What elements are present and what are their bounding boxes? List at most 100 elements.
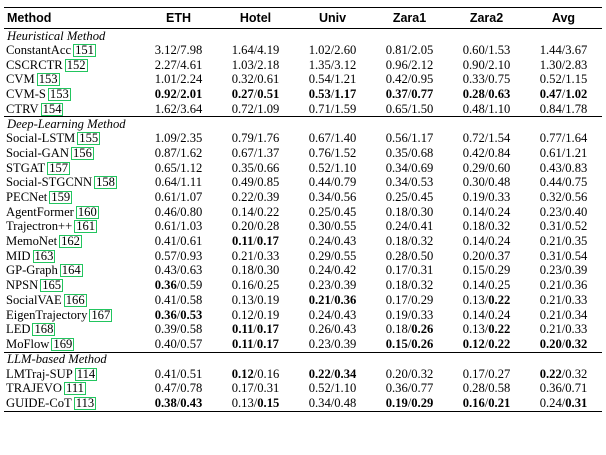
ade-value: 0.39 bbox=[154, 322, 177, 337]
method-cell: STGAT 157 bbox=[4, 161, 140, 176]
citation-link[interactable]: 167 bbox=[89, 307, 113, 322]
metric-cell-hotel: 1.03/2.18 bbox=[217, 58, 294, 73]
ade-value: 0.18 bbox=[385, 278, 408, 293]
value-separator: / bbox=[407, 278, 412, 293]
value-separator: / bbox=[407, 160, 412, 175]
citation-link[interactable]: 113 bbox=[73, 395, 97, 410]
value-separator: / bbox=[253, 175, 258, 190]
group-title: Deep-Learning Method bbox=[4, 116, 602, 132]
metric-cell-zara1: 0.28/0.50 bbox=[371, 249, 448, 264]
citation-link[interactable]: 163 bbox=[32, 248, 56, 263]
value-separator: / bbox=[407, 204, 412, 219]
citation-link[interactable]: 111 bbox=[63, 381, 86, 396]
ade-value: 0.24 bbox=[308, 307, 331, 322]
value-separator: / bbox=[176, 366, 181, 381]
fde-value: 0.53 bbox=[180, 307, 203, 322]
value-separator: / bbox=[176, 190, 181, 205]
ade-value: 0.18 bbox=[385, 204, 408, 219]
value-separator: / bbox=[330, 248, 335, 263]
metric-cell-hotel: 0.32/0.61 bbox=[217, 72, 294, 87]
value-separator: / bbox=[407, 42, 412, 57]
ade-value: 0.16 bbox=[462, 395, 485, 410]
fde-value: 2.24 bbox=[180, 72, 203, 87]
fde-value: 1.78 bbox=[565, 101, 588, 116]
citation-link[interactable]: 160 bbox=[75, 204, 99, 219]
ade-value: 0.13 bbox=[231, 292, 254, 307]
table-row: GUIDE-CoT 113 0.38/0.43 0.13/0.15 0.34/0.48 0… bbox=[4, 395, 602, 412]
citation-link[interactable]: 153 bbox=[36, 72, 60, 87]
citation-link[interactable]: 151 bbox=[73, 42, 96, 57]
method-cell: Social-STGCNN 158 bbox=[4, 176, 140, 191]
value-separator: / bbox=[561, 57, 566, 72]
ade-value: 0.27 bbox=[231, 86, 254, 101]
method-name: GUIDE-CoT bbox=[6, 395, 72, 410]
metric-cell-avg: 0.21/0.33 bbox=[525, 322, 602, 337]
method-name: LED bbox=[6, 322, 31, 337]
citation-link[interactable]: 157 bbox=[47, 160, 71, 175]
ade-value: 0.23 bbox=[308, 336, 331, 351]
citation-link[interactable]: 162 bbox=[59, 234, 82, 249]
ade-value: 0.36 bbox=[385, 381, 408, 396]
fde-value: 0.80 bbox=[180, 204, 203, 219]
fde-value: 2.12 bbox=[411, 57, 434, 72]
table-row: LMTraj-SUP 114 0.41/0.51 0.12/0.16 0.22/0.34… bbox=[4, 367, 602, 382]
ade-value: 0.67 bbox=[231, 145, 254, 160]
ade-value: 0.16 bbox=[231, 278, 254, 293]
fde-value: 0.15 bbox=[257, 395, 280, 410]
value-separator: / bbox=[407, 234, 412, 249]
fde-value: 0.78 bbox=[180, 381, 203, 396]
metric-cell-zara2: 0.60/1.53 bbox=[448, 43, 525, 58]
ade-value: 0.36 bbox=[154, 278, 177, 293]
ade-value: 0.47 bbox=[154, 381, 177, 396]
value-separator: / bbox=[330, 160, 335, 175]
metric-cell-zara2: 0.18/0.32 bbox=[448, 220, 525, 235]
table-row: MID 163 0.57/0.93 0.21/0.33 0.29/0.55 0.28/0.… bbox=[4, 249, 602, 264]
header-method: Method bbox=[4, 7, 140, 29]
fde-value: 1.10 bbox=[334, 381, 357, 396]
citation-link[interactable]: 158 bbox=[94, 175, 117, 190]
method-name: MemoNet bbox=[6, 234, 58, 249]
ade-value: 0.41 bbox=[154, 366, 177, 381]
fde-value: 0.32 bbox=[565, 336, 588, 351]
citation-link[interactable]: 159 bbox=[49, 190, 73, 205]
citation-link[interactable]: 153 bbox=[47, 86, 71, 101]
value-separator: / bbox=[176, 131, 181, 146]
citation-link[interactable]: 164 bbox=[59, 263, 83, 278]
fde-value: 2.01 bbox=[180, 86, 203, 101]
value-separator: / bbox=[330, 72, 335, 87]
citation-link[interactable]: 156 bbox=[70, 145, 94, 160]
citation-link[interactable]: 169 bbox=[51, 336, 75, 351]
citation-link[interactable]: 114 bbox=[74, 366, 98, 381]
fde-value: 0.66 bbox=[257, 160, 280, 175]
value-separator: / bbox=[561, 204, 566, 219]
fde-value: 0.56 bbox=[565, 190, 588, 205]
metric-cell-zara1: 0.65/1.50 bbox=[371, 102, 448, 117]
citation-link[interactable]: 166 bbox=[63, 292, 87, 307]
value-separator: / bbox=[407, 322, 412, 337]
metric-cell-zara1: 0.35/0.68 bbox=[371, 146, 448, 161]
metric-cell-zara2: 0.14/0.24 bbox=[448, 205, 525, 220]
method-cell: EigenTrajectory 167 bbox=[4, 308, 140, 323]
fde-value: 0.35 bbox=[565, 234, 588, 249]
metric-cell-zara1: 0.96/2.12 bbox=[371, 58, 448, 73]
citation-link[interactable]: 154 bbox=[40, 101, 64, 116]
metric-cell-avg: 0.36/0.71 bbox=[525, 381, 602, 396]
citation-link[interactable]: 165 bbox=[40, 278, 64, 293]
citation-link[interactable]: 155 bbox=[77, 131, 101, 146]
ade-value: 1.64 bbox=[231, 42, 254, 57]
value-separator: / bbox=[176, 175, 181, 190]
ade-value: 0.47 bbox=[539, 86, 562, 101]
fde-value: 0.59 bbox=[180, 278, 203, 293]
ade-value: 0.22 bbox=[539, 366, 562, 381]
metric-cell-zara2: 0.28/0.63 bbox=[448, 87, 525, 102]
value-separator: / bbox=[407, 86, 412, 101]
value-separator: / bbox=[176, 72, 181, 87]
fde-value: 0.53 bbox=[411, 175, 434, 190]
citation-link[interactable]: 168 bbox=[32, 322, 56, 337]
metric-cell-hotel: 0.12/0.19 bbox=[217, 308, 294, 323]
fde-value: 0.48 bbox=[488, 175, 511, 190]
ade-value: 0.18 bbox=[385, 322, 408, 337]
citation-link[interactable]: 152 bbox=[64, 57, 88, 72]
value-separator: / bbox=[407, 336, 412, 351]
citation-link[interactable]: 161 bbox=[74, 219, 98, 234]
